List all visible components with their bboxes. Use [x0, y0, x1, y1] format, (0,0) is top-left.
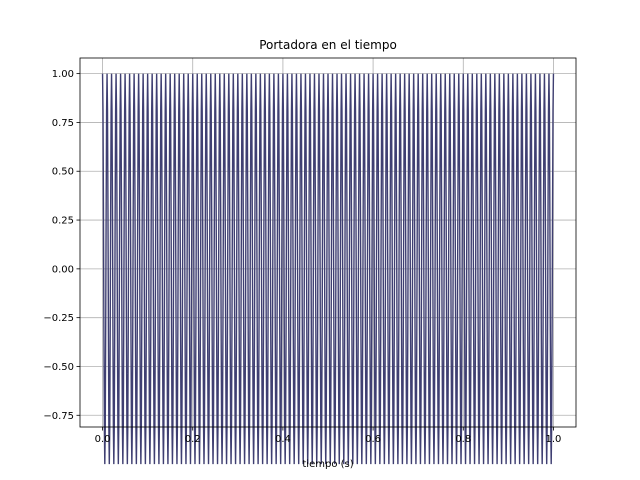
- y-tick-label: 0.50: [52, 167, 74, 178]
- y-tick-label: −0.75: [43, 411, 74, 422]
- x-tick-label: 0.0: [95, 434, 111, 445]
- x-tick-label: 0.2: [185, 434, 201, 445]
- y-tick-label: 1.00: [52, 69, 74, 80]
- y-tick-label: 0.75: [52, 118, 74, 129]
- y-tick-label: −0.25: [43, 313, 74, 324]
- y-tick-label: 0.25: [52, 216, 74, 227]
- x-tick-label: 0.6: [365, 434, 381, 445]
- plot-frame: [79, 57, 577, 428]
- series-portadora: [101, 73, 555, 465]
- y-tick-label: 0.00: [52, 264, 74, 275]
- chart-title: Portadora en el tiempo: [259, 38, 397, 52]
- x-tick-label: 1.0: [546, 434, 562, 445]
- x-tick-label: 0.4: [275, 434, 291, 445]
- x-axis-label: tiempo (s): [302, 459, 353, 470]
- series-line-portadora: [101, 73, 555, 465]
- y-tick-label: −0.50: [43, 362, 74, 373]
- axis-ticks: 0.0 0.2 0.4 0.6 0.8 1.0 −0.75 −0.50 −0.25 0.00 0.2…: [43, 69, 561, 445]
- x-tick-label: 0.8: [455, 434, 471, 445]
